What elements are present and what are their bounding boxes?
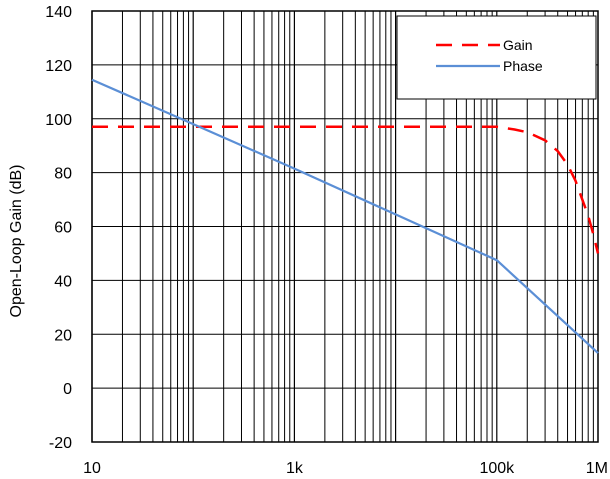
series-line-gain [92, 125, 600, 254]
legend-label-gain: Gain [503, 37, 533, 53]
legend-label-phase: Phase [503, 58, 543, 74]
legend-box [396, 15, 597, 100]
x-tick-label: 1M [586, 460, 608, 477]
y-tick-label: 20 [54, 327, 72, 344]
y-axis-label: Open-Loop Gain (dB) [8, 165, 25, 318]
y-tick-label: 0 [63, 381, 72, 398]
x-tick-label: 10 [83, 460, 101, 477]
series-line-phase [91, 78, 599, 354]
y-tick-label: 80 [54, 166, 72, 183]
y-tick-labels: 140 120 100 80 60 40 20 0 -20 [45, 4, 72, 452]
y-tick-label: 140 [45, 4, 72, 21]
y-tick-label: 100 [45, 112, 72, 129]
y-tick-label: 60 [54, 220, 72, 237]
series-layer [91, 78, 600, 354]
y-tick-label: 120 [45, 58, 72, 75]
plot-frame [91, 10, 599, 443]
x-tick-labels: 10 1k 100k 1M [83, 460, 608, 477]
y-tick-label: -20 [49, 435, 72, 452]
y-tick-label: 40 [54, 273, 72, 290]
x-tick-label: 1k [286, 460, 304, 477]
legend: Gain Phase [396, 15, 597, 100]
x-tick-label: 100k [479, 460, 515, 477]
